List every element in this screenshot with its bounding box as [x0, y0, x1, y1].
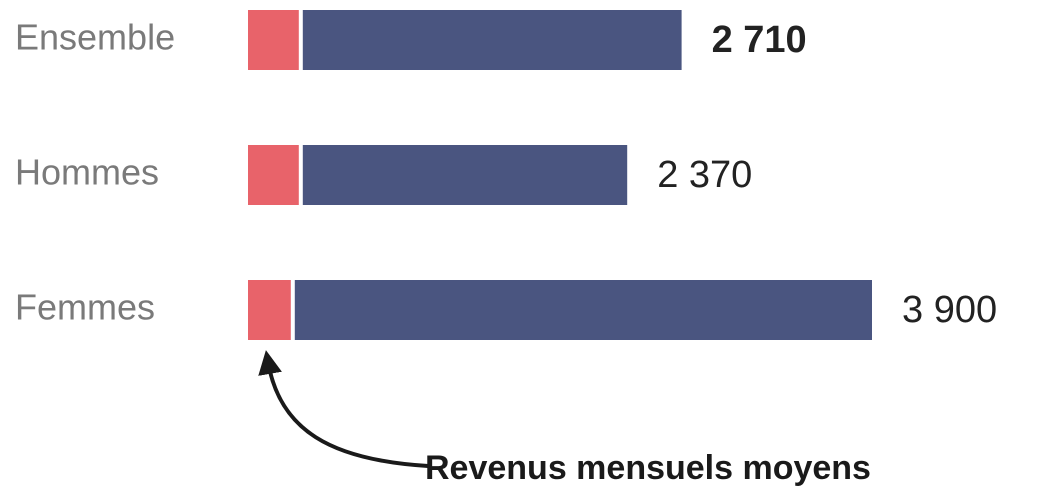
total-label: 2 710	[712, 19, 807, 61]
category-label: Ensemble	[15, 17, 175, 58]
bar-segment	[292, 280, 872, 340]
bar-segment	[300, 145, 628, 205]
total-label: 3 900	[902, 289, 997, 331]
bar-segment	[248, 145, 301, 205]
annotation: Revenus mensuels moyens	[425, 449, 871, 487]
bar-segment	[248, 10, 301, 70]
bar-segment	[248, 280, 293, 340]
annotation-arrow	[258, 350, 429, 468]
total-label: 2 370	[657, 154, 752, 196]
category-label: Femmes	[15, 287, 155, 328]
bar-segment	[300, 10, 682, 70]
category-label: Hommes	[15, 152, 159, 193]
